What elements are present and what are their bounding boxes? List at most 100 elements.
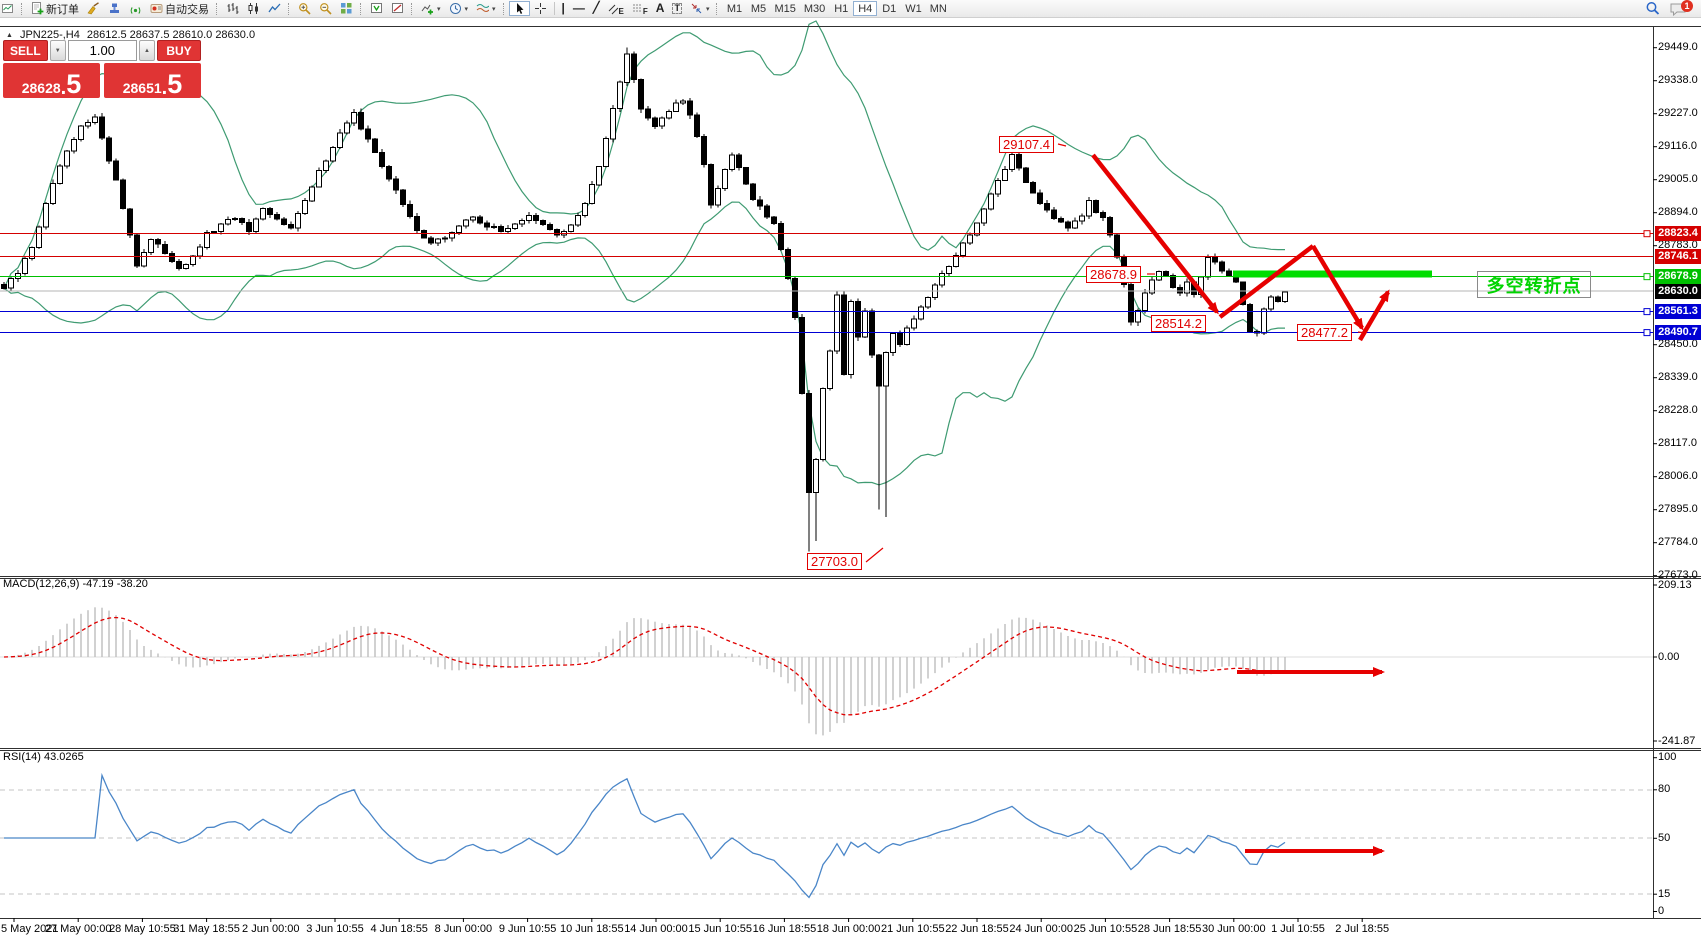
timeframe-m15-button[interactable]: M15 bbox=[770, 1, 799, 16]
search-button[interactable] bbox=[1641, 1, 1665, 16]
label-connector bbox=[1057, 143, 1067, 147]
quote-ohlc-values: 28612.5 28637.5 28610.0 28630.0 bbox=[86, 29, 256, 41]
chart-window-icon[interactable] bbox=[0, 1, 18, 16]
fibonacci-tool-button[interactable]: F bbox=[628, 1, 652, 16]
tile-windows-icon bbox=[341, 3, 352, 14]
sell-price-pip: 5 bbox=[66, 69, 82, 100]
toolbar-right-group: 1 bbox=[1641, 0, 1699, 16]
sell-price-main: 28628 bbox=[21, 79, 61, 96]
volume-input[interactable] bbox=[67, 40, 137, 61]
turning-point-note[interactable]: 多空转折点 bbox=[1477, 271, 1591, 298]
zoom-in-icon bbox=[299, 3, 311, 15]
candlestick-chart-type-button[interactable] bbox=[243, 1, 264, 16]
channel-icon bbox=[608, 4, 618, 14]
zoom-out-button[interactable] bbox=[315, 1, 336, 16]
label-connector bbox=[865, 547, 884, 563]
timeframe-group: M1 M5 M15 M30 H1 H4 D1 W1 MN bbox=[722, 1, 950, 16]
sell-price-dot: . bbox=[60, 77, 67, 99]
label-tool-icon: T bbox=[672, 3, 682, 14]
bollinger-upper-band bbox=[3, 20, 1285, 289]
turning-point-highlight-bar bbox=[1233, 270, 1432, 278]
sell-button[interactable]: SELL bbox=[3, 40, 48, 61]
timeframe-m5-button[interactable]: M5 bbox=[746, 1, 770, 16]
template-button[interactable]: ▾ bbox=[472, 1, 500, 16]
indicator-list-button[interactable] bbox=[366, 1, 387, 16]
one-click-trading-panel: SELL ▼ ▲ BUY 28628.5 28651.5 bbox=[3, 40, 201, 98]
bar-chart-type-button[interactable] bbox=[222, 1, 243, 16]
buy-price-dot: . bbox=[161, 77, 168, 99]
chevron-down-icon: ▾ bbox=[705, 5, 710, 13]
fibonacci-letter: F bbox=[642, 6, 648, 16]
new-chart-button[interactable] bbox=[83, 1, 104, 16]
channel-letter: E bbox=[618, 6, 624, 16]
stamp-icon bbox=[110, 3, 119, 13]
notifications-button[interactable]: 1 bbox=[1665, 0, 1693, 16]
new-order-button[interactable]: 新订单 bbox=[27, 1, 83, 16]
volume-increase-button[interactable]: ▲ bbox=[139, 40, 155, 61]
zoom-out-icon bbox=[320, 3, 332, 15]
arrows-tool-button[interactable]: ▾ bbox=[686, 1, 714, 16]
channel-tool-button[interactable]: E bbox=[604, 1, 628, 16]
rsi-line bbox=[4, 772, 1286, 899]
add-indicator-icon bbox=[421, 4, 433, 15]
line-handle bbox=[1643, 230, 1651, 238]
tile-windows-button[interactable] bbox=[336, 1, 357, 16]
cursor-icon bbox=[516, 3, 524, 14]
period-selector-button[interactable]: ▾ bbox=[445, 1, 473, 16]
label-connector bbox=[1357, 331, 1367, 334]
macd-histogram bbox=[10, 607, 1286, 736]
horizontal-line-icon: — bbox=[572, 1, 585, 15]
sell-price-display[interactable]: 28628. 5 bbox=[3, 63, 100, 98]
new-order-icon bbox=[32, 2, 44, 15]
vertical-line-tool-button[interactable]: | bbox=[558, 1, 569, 16]
trend-arrow bbox=[1358, 289, 1390, 342]
text-tool-icon: A bbox=[655, 1, 665, 15]
label-tool-button[interactable]: T bbox=[668, 1, 686, 16]
trendline-tool-button[interactable]: ╱ bbox=[589, 1, 604, 16]
timeframe-m1-button[interactable]: M1 bbox=[722, 1, 746, 16]
profile-button[interactable] bbox=[104, 1, 125, 16]
volume-decrease-button[interactable]: ▼ bbox=[49, 40, 66, 61]
line-chart-icon bbox=[268, 3, 281, 13]
timeframe-mn-button[interactable]: MN bbox=[926, 1, 951, 16]
add-indicator-button[interactable]: ▾ bbox=[417, 1, 445, 16]
horizontal-line-tool-button[interactable]: — bbox=[569, 1, 589, 16]
candles bbox=[1, 47, 1288, 552]
timeframe-h1-button[interactable]: H1 bbox=[829, 1, 853, 16]
crosshair-tool-button[interactable] bbox=[530, 1, 551, 16]
timeframe-d1-button[interactable]: D1 bbox=[877, 1, 901, 16]
line-handle bbox=[1643, 308, 1651, 316]
symbol-timeframe-label: JPN225-,H4 bbox=[19, 29, 80, 41]
line-handle bbox=[1643, 329, 1651, 337]
chart-quote-header: ▲ JPN225-,H4 28612.5 28637.5 28610.0 286… bbox=[6, 29, 255, 41]
signal-icon bbox=[130, 7, 141, 14]
template-icon bbox=[476, 4, 490, 12]
fibonacci-icon bbox=[632, 4, 642, 11]
search-icon bbox=[1646, 2, 1660, 15]
timeframe-h4-button[interactable]: H4 bbox=[853, 1, 878, 16]
zoom-in-button[interactable] bbox=[294, 1, 315, 16]
bar-chart-icon bbox=[227, 3, 239, 14]
candlestick-icon bbox=[248, 3, 258, 14]
objects-list-button[interactable] bbox=[387, 1, 408, 16]
cursor-tool-button[interactable] bbox=[508, 1, 530, 16]
main-toolbar: 新订单 自动交易 ▾ ▾ bbox=[0, 0, 1701, 18]
trend-arrow bbox=[1218, 244, 1315, 319]
text-tool-button[interactable]: A bbox=[652, 1, 669, 16]
timeframe-m30-button[interactable]: M30 bbox=[800, 1, 829, 16]
line-handle bbox=[1643, 273, 1651, 281]
line-chart-type-button[interactable] bbox=[264, 1, 285, 16]
vertical-line-icon: | bbox=[561, 1, 565, 15]
data-feed-button[interactable] bbox=[125, 1, 146, 16]
trendline-icon: ╱ bbox=[592, 2, 600, 14]
collapse-triangle-icon[interactable]: ▲ bbox=[6, 31, 13, 39]
buy-button[interactable]: BUY bbox=[157, 40, 201, 61]
trend-arrow bbox=[1311, 244, 1364, 331]
rsi-title: RSI(14) 43.0265 bbox=[3, 751, 84, 763]
panel-borders bbox=[0, 26, 1701, 919]
buy-price-display[interactable]: 28651. 5 bbox=[104, 63, 201, 98]
auto-trading-button[interactable]: 自动交易 bbox=[146, 1, 213, 16]
indicator-list-icon bbox=[371, 3, 382, 13]
timeframe-w1-button[interactable]: W1 bbox=[901, 1, 926, 16]
